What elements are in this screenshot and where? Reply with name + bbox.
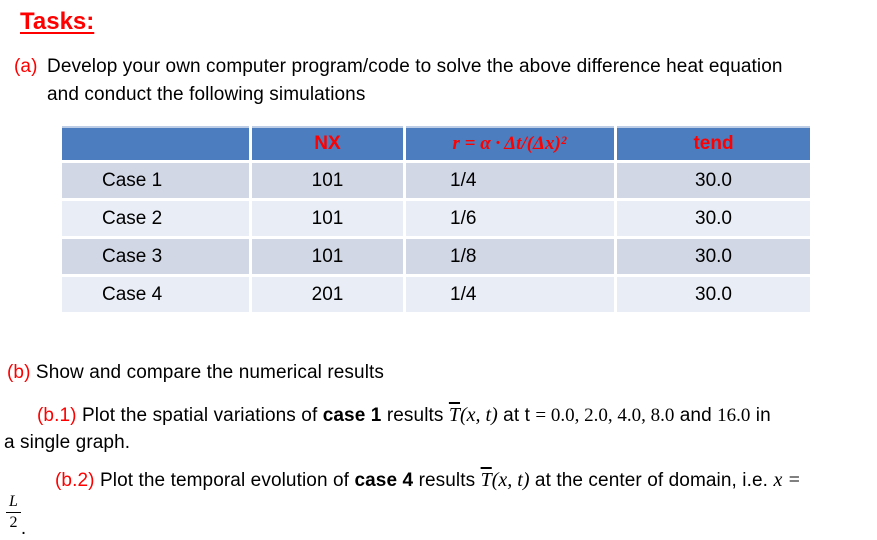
table-row-case3: Case 3 101 1/8 30.0 [62, 239, 810, 274]
cell-nx: 101 [252, 239, 403, 274]
cell-nx: 101 [252, 163, 403, 198]
cell-nx: 101 [252, 201, 403, 236]
fraction-numerator: L [6, 494, 21, 513]
t-bar-symbol: T [448, 404, 461, 426]
cell-tend: 30.0 [617, 201, 810, 236]
cell-r: 1/6 [406, 201, 614, 236]
cell-r: 1/4 [406, 277, 614, 312]
task-b2-line1: (b.2) Plot the temporal evolution of cas… [55, 469, 801, 492]
task-b-label: (b) [7, 362, 31, 383]
table-row-case4: Case 4 201 1/4 30.0 [62, 277, 810, 312]
cell-tend: 30.0 [617, 163, 810, 198]
table-header-tend: tend [617, 126, 810, 160]
task-b-text: Show and compare the numerical results [35, 362, 385, 383]
t-values-math: = 0.0, 2.0, 4.0, 8.0 [535, 405, 675, 426]
task-b1-label: (b.1) [37, 405, 77, 426]
t-value2-math: 16.0 [717, 405, 751, 426]
cell-case: Case 2 [62, 201, 249, 236]
cell-case: Case 1 [62, 163, 249, 198]
x-equals-math: x = [773, 469, 801, 491]
task-b1-seg3: at t [503, 405, 530, 426]
t-args: (x, t) [491, 469, 530, 491]
table-header-r-formula: r = α · Δt/(Δx)² [406, 126, 614, 160]
task-b1-seg5: in [755, 405, 771, 426]
sentence-period: . [20, 518, 27, 539]
task-a-text-line2: and conduct the following simulations [47, 84, 366, 105]
task-b1-seg1: Plot the spatial variations of [81, 405, 318, 426]
page-title: Tasks: [20, 8, 95, 35]
t-bar-math: T(x, t) [481, 469, 530, 491]
task-b1-line1: (b.1) Plot the spatial variations of cas… [37, 404, 771, 427]
fraction-denominator: 2 [9, 514, 18, 531]
task-b1-case-bold: case 1 [322, 405, 382, 426]
fraction-L-over-2: L 2 . [6, 494, 26, 539]
task-b2-seg1: Plot the temporal evolution of [99, 470, 350, 491]
table-header-row: NX r = α · Δt/(Δx)² tend [62, 126, 810, 160]
task-b2-case-bold: case 4 [354, 470, 414, 491]
task-a-label: (a) [14, 56, 38, 77]
cell-r: 1/4 [406, 163, 614, 198]
t-bar-symbol: T [480, 469, 492, 491]
task-b1-seg2: results [386, 405, 444, 426]
cell-case: Case 3 [62, 239, 249, 274]
t-args: (x, t) [460, 404, 498, 426]
simulation-cases-table: NX r = α · Δt/(Δx)² tend Case 1 101 1/4 … [59, 123, 813, 315]
table-header-empty [62, 126, 249, 160]
table-header-nx: NX [252, 126, 403, 160]
task-b2-seg2: results [418, 470, 476, 491]
cell-nx: 201 [252, 277, 403, 312]
fraction: L 2 [6, 494, 21, 531]
cell-tend: 30.0 [617, 239, 810, 274]
table-row-case2: Case 2 101 1/6 30.0 [62, 201, 810, 236]
task-b2-label: (b.2) [55, 470, 95, 491]
table-row-case1: Case 1 101 1/4 30.0 [62, 163, 810, 198]
cell-case: Case 4 [62, 277, 249, 312]
task-b2-seg3: at the center of domain, i.e. [534, 470, 769, 491]
task-b1-seg4: and [679, 405, 712, 426]
task-a-text-line1: Develop your own computer program/code t… [47, 56, 783, 77]
t-bar-math: T(x, t) [449, 404, 498, 426]
cell-tend: 30.0 [617, 277, 810, 312]
task-b-line: (b) Show and compare the numerical resul… [7, 362, 384, 384]
task-b1-line2: a single graph. [4, 432, 131, 453]
cell-r: 1/8 [406, 239, 614, 274]
